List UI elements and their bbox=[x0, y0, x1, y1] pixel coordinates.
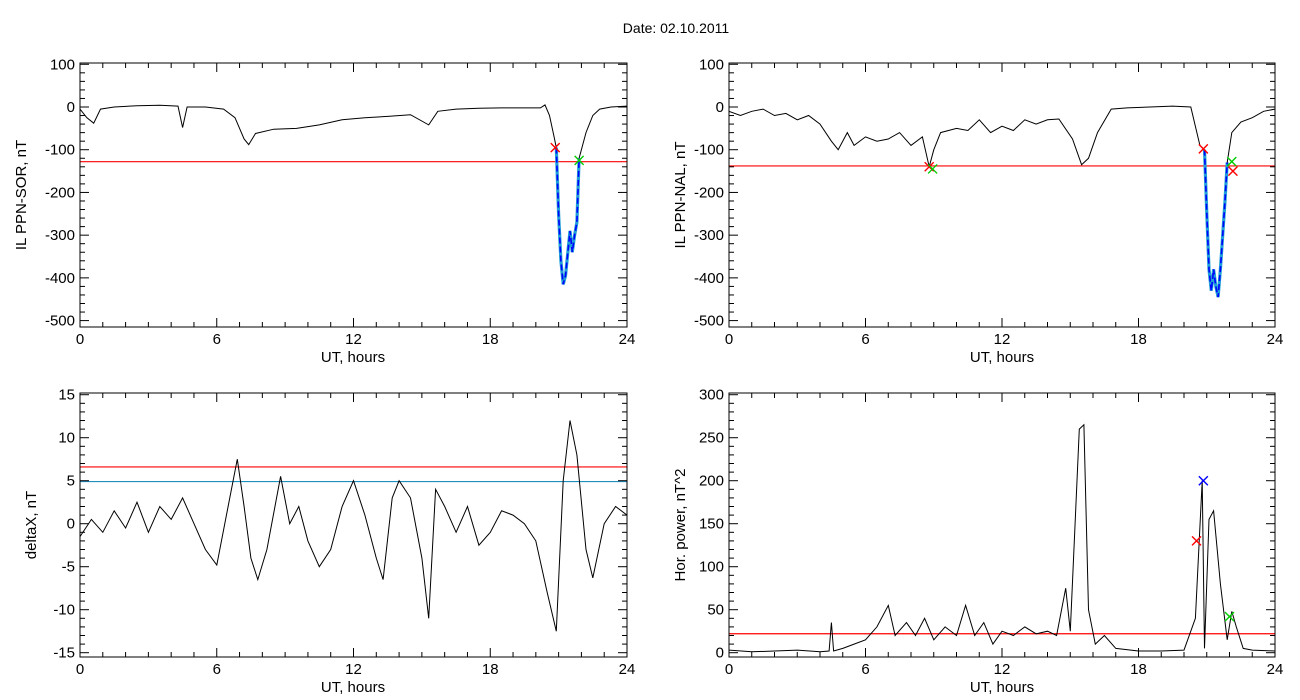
x-tick-label: 0 bbox=[76, 331, 84, 348]
series-line bbox=[80, 104, 557, 148]
y-tick-label: 100 bbox=[50, 56, 75, 73]
x-tick-label: 24 bbox=[1267, 661, 1284, 678]
x-tick-label: 18 bbox=[482, 661, 499, 678]
event-marker bbox=[927, 163, 938, 174]
x-axis-label: UT, hours bbox=[970, 679, 1034, 696]
plot-frame bbox=[79, 62, 628, 328]
panel-ppn-sor: UT, hours IL PPN-SOR, nT 0 6 12 18 24 100 0 -10… bbox=[13, 56, 635, 366]
y-tick-label: -15 bbox=[53, 645, 75, 662]
y-tick-label: -100 bbox=[694, 142, 724, 159]
marker-stroke bbox=[1198, 143, 1209, 154]
x-tick-label: 24 bbox=[619, 661, 636, 678]
x-tick-label: 0 bbox=[725, 331, 733, 348]
x-axis-label: UT, hours bbox=[321, 679, 385, 696]
x-tick-label: 12 bbox=[345, 661, 362, 678]
marker-stroke bbox=[574, 155, 585, 166]
event-marker bbox=[1198, 143, 1209, 154]
event-marker bbox=[1191, 535, 1202, 546]
marker-stroke bbox=[927, 163, 938, 174]
y-tick-label: -400 bbox=[45, 270, 75, 287]
event-line-outline bbox=[554, 147, 581, 285]
y-tick-label: 10 bbox=[58, 430, 75, 447]
marker-stroke bbox=[1226, 156, 1237, 167]
y-tick-label: 250 bbox=[699, 430, 724, 447]
y-tick-label: -200 bbox=[45, 184, 75, 201]
event-marker bbox=[1226, 156, 1237, 167]
marker-stroke bbox=[924, 161, 935, 172]
y-tick-label: 50 bbox=[707, 602, 724, 619]
plot-frame bbox=[79, 392, 628, 658]
panel-deltax: UT, hours deltaX, nT 0 6 12 18 24 15 10 5 0 -5 -10… bbox=[23, 387, 635, 696]
y-tick-label: 5 bbox=[67, 473, 75, 490]
marker-stroke bbox=[1224, 611, 1235, 622]
x-tick-label: 18 bbox=[1130, 331, 1147, 348]
marker-stroke bbox=[1191, 535, 1202, 546]
y-tick-label: 0 bbox=[67, 516, 75, 533]
x-tick-label: 6 bbox=[861, 661, 869, 678]
y-tick-label: 0 bbox=[67, 99, 75, 116]
event-marker bbox=[1224, 611, 1235, 622]
event-line bbox=[555, 147, 580, 285]
y-tick-label: 100 bbox=[699, 559, 724, 576]
plot-frame bbox=[728, 392, 1276, 658]
x-tick-label: 18 bbox=[482, 331, 499, 348]
x-axis-label: UT, hours bbox=[321, 349, 385, 366]
y-tick-label: -300 bbox=[694, 227, 724, 244]
y-tick-label: -500 bbox=[45, 313, 75, 330]
event-marker bbox=[574, 155, 585, 166]
y-tick-label: 100 bbox=[699, 56, 724, 73]
y-tick-label: -10 bbox=[53, 602, 75, 619]
y-axis-label: IL PPN-NAL, nT bbox=[672, 142, 689, 249]
x-axis-label: UT, hours bbox=[970, 349, 1034, 366]
marker-stroke bbox=[550, 142, 561, 153]
y-tick-label: -100 bbox=[45, 142, 75, 159]
y-tick-label: 150 bbox=[699, 516, 724, 533]
marker-stroke bbox=[1198, 475, 1209, 486]
x-tick-label: 6 bbox=[213, 661, 221, 678]
x-tick-label: 12 bbox=[994, 661, 1011, 678]
y-axis-label: Hor. power, nT^2 bbox=[672, 469, 689, 582]
panel-ppn-nal: UT, hours IL PPN-NAL, nT 0 6 12 18 24 100 0 -10… bbox=[672, 56, 1283, 366]
event-line bbox=[1203, 149, 1228, 298]
event-marker bbox=[1198, 475, 1209, 486]
x-tick-label: 6 bbox=[861, 331, 869, 348]
y-tick-label: 0 bbox=[716, 99, 724, 116]
marker-stroke bbox=[1227, 166, 1238, 177]
series-line bbox=[80, 420, 627, 632]
x-tick-label: 18 bbox=[1130, 661, 1147, 678]
series-line bbox=[729, 105, 1205, 167]
y-tick-label: 200 bbox=[699, 473, 724, 490]
y-tick-label: -300 bbox=[45, 227, 75, 244]
y-tick-label: -5 bbox=[62, 559, 75, 576]
series-line bbox=[729, 423, 1275, 653]
x-tick-label: 24 bbox=[619, 331, 636, 348]
x-tick-label: 0 bbox=[76, 661, 84, 678]
x-tick-label: 6 bbox=[213, 331, 221, 348]
series-line-after bbox=[578, 105, 627, 159]
y-axis-label: deltaX, nT bbox=[23, 491, 40, 559]
x-tick-label: 12 bbox=[345, 331, 362, 348]
event-marker bbox=[1227, 166, 1238, 177]
x-tick-label: 12 bbox=[994, 331, 1011, 348]
plot-frame bbox=[728, 62, 1276, 328]
figure-title: Date: 02.10.2011 bbox=[623, 20, 730, 36]
x-tick-label: 0 bbox=[725, 661, 733, 678]
y-axis-label: IL PPN-SOR, nT bbox=[13, 140, 30, 250]
y-tick-label: 0 bbox=[716, 645, 724, 662]
y-tick-label: 15 bbox=[58, 387, 75, 404]
y-tick-label: 300 bbox=[699, 387, 724, 404]
panel-hor-power: UT, hours Hor. power, nT^2 0 6 12 18 24 300 25… bbox=[672, 387, 1283, 696]
y-tick-label: -500 bbox=[694, 313, 724, 330]
y-tick-label: -400 bbox=[694, 270, 724, 287]
y-tick-label: -200 bbox=[694, 184, 724, 201]
event-marker bbox=[550, 142, 561, 153]
series-line-after bbox=[1226, 108, 1275, 163]
x-tick-label: 24 bbox=[1267, 331, 1284, 348]
